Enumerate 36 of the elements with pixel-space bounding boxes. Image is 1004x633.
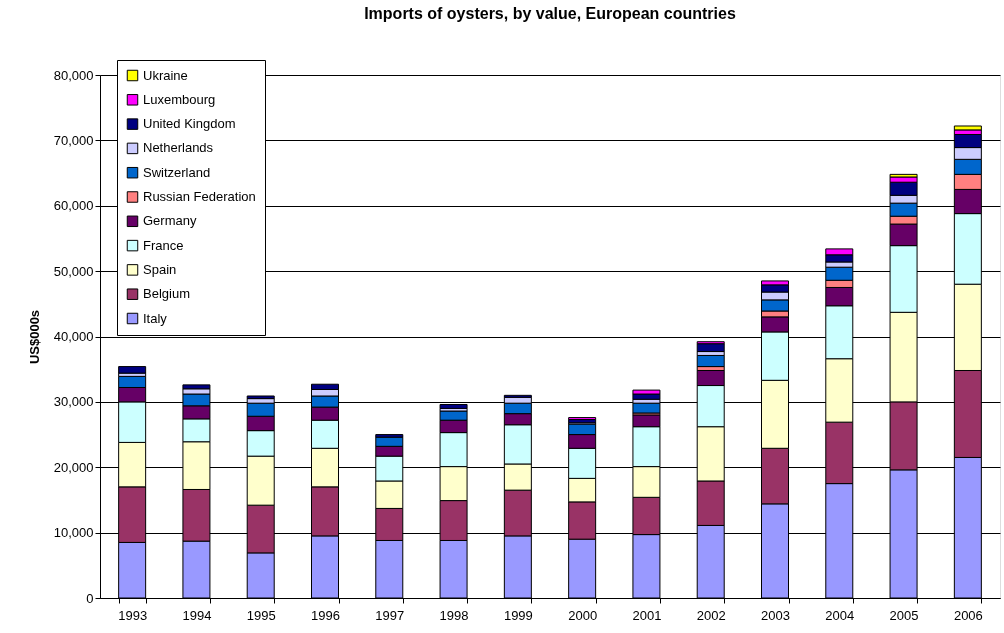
legend-label: Switzerland	[143, 164, 211, 180]
y-tick-label: 50,000	[53, 263, 94, 279]
x-tick-label: 2001	[632, 607, 662, 623]
legend-label: Ukraine	[143, 67, 188, 83]
x-tick-label: 1994	[182, 607, 212, 623]
legend-label: Netherlands	[143, 140, 214, 156]
x-tick-label: 1999	[503, 607, 533, 623]
legend-label: Belgium	[143, 286, 190, 302]
y-tick-label: 10,000	[53, 525, 94, 541]
y-tick-label: 30,000	[53, 394, 94, 410]
x-tick-label: 2002	[696, 607, 726, 623]
y-tick-label: 70,000	[53, 132, 94, 148]
y-tick-label: 0	[86, 590, 94, 606]
y-tick-label: 80,000	[53, 67, 94, 83]
legend-label: France	[143, 237, 184, 253]
legend-label: Italy	[143, 310, 168, 326]
x-tick-label: 1998	[439, 607, 469, 623]
x-tick-label: 1993	[118, 607, 148, 623]
x-tick-label: 2000	[568, 607, 598, 623]
x-tick-label: 2005	[889, 607, 919, 623]
x-tick-label: 2003	[761, 607, 790, 623]
legend-label: Germany	[143, 213, 197, 229]
legend-label: Spain	[143, 261, 177, 277]
y-tick-label: 20,000	[53, 459, 94, 475]
legend-label: United Kingdom	[143, 116, 236, 132]
x-tick-label: 1997	[375, 607, 405, 623]
x-tick-label: 2004	[825, 607, 855, 623]
x-tick-label: 1995	[246, 607, 276, 623]
legend-label: Luxembourg	[143, 91, 216, 107]
y-tick-label: 40,000	[53, 329, 94, 344]
y-tick-label: 60,000	[53, 198, 94, 214]
x-tick-label: 1996	[311, 607, 340, 623]
x-tick-label: 2006	[953, 607, 983, 623]
legend-label: Russian Federation	[143, 189, 256, 204]
chart-title: Imports of oysters, by value, European countries	[364, 4, 736, 22]
y-axis-title: US$000s	[26, 309, 42, 365]
